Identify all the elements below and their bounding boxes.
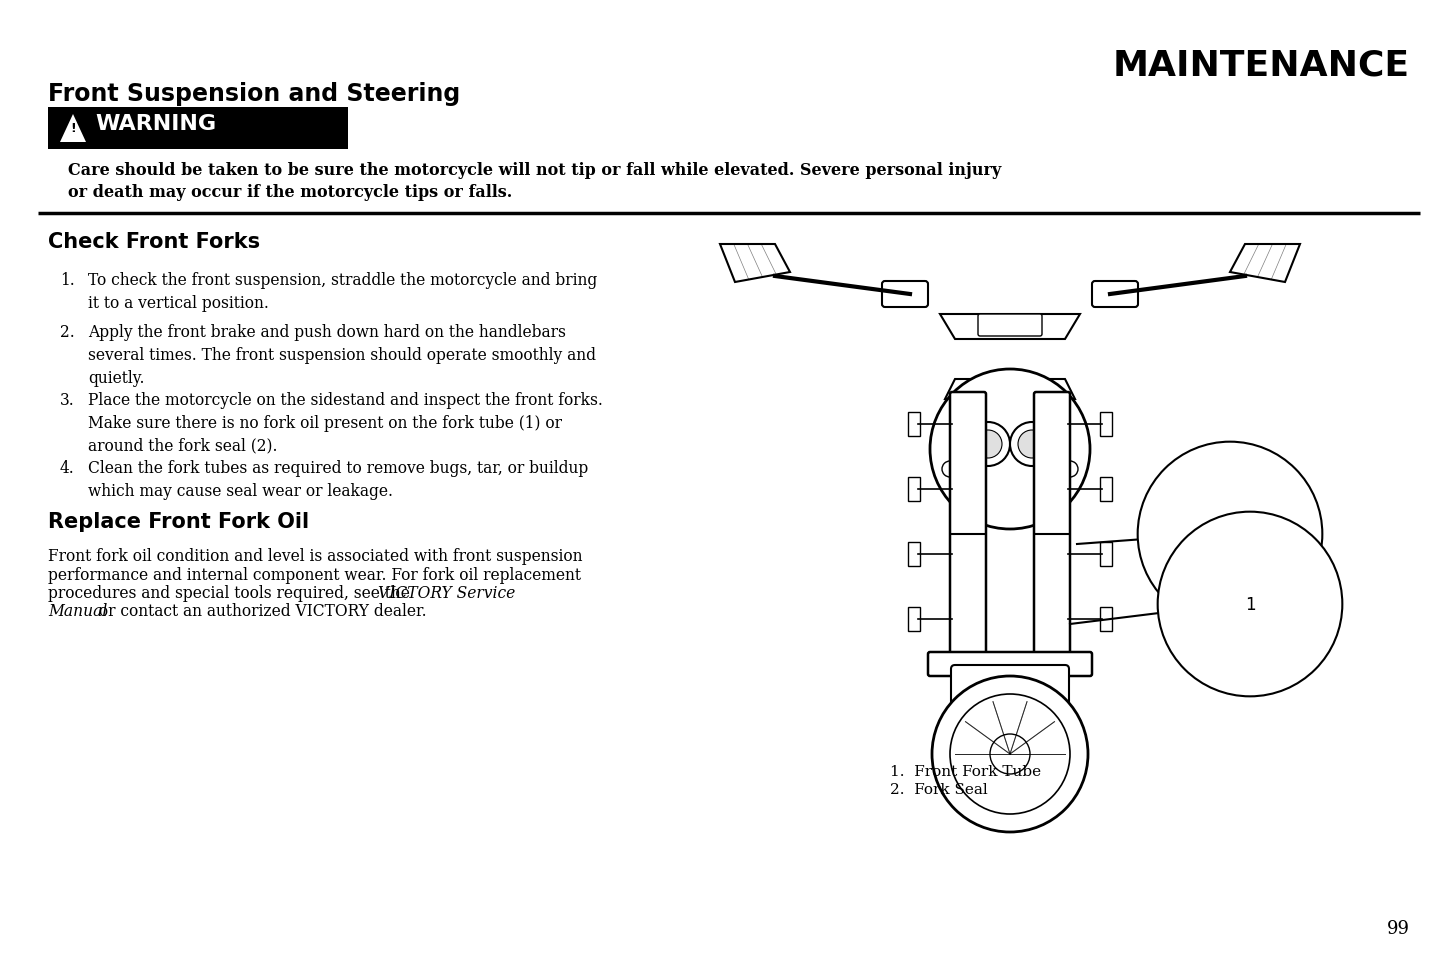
Polygon shape (945, 379, 1075, 399)
Text: Clean the fork tubes as required to remove bugs, tar, or buildup
which may cause: Clean the fork tubes as required to remo… (89, 459, 589, 499)
FancyBboxPatch shape (907, 542, 920, 566)
FancyBboxPatch shape (979, 314, 1043, 336)
Text: VICTORY Service: VICTORY Service (378, 584, 515, 601)
Text: MAINTENANCE: MAINTENANCE (1112, 48, 1410, 82)
Circle shape (1018, 431, 1045, 458)
FancyBboxPatch shape (928, 652, 1092, 677)
FancyBboxPatch shape (907, 607, 920, 631)
Circle shape (965, 422, 1011, 467)
Text: Care should be taken to be sure the motorcycle will not tip or fall while elevat: Care should be taken to be sure the moto… (68, 162, 1002, 201)
Text: Place the motorcycle on the sidestand and inspect the front forks.
Make sure the: Place the motorcycle on the sidestand an… (89, 392, 603, 455)
Text: Manual: Manual (48, 603, 108, 619)
FancyBboxPatch shape (907, 477, 920, 501)
Text: performance and internal component wear. For fork oil replacement: performance and internal component wear.… (48, 566, 582, 583)
FancyBboxPatch shape (1101, 477, 1112, 501)
Polygon shape (720, 245, 790, 283)
Text: !: ! (70, 121, 76, 134)
Circle shape (949, 695, 1070, 814)
Circle shape (931, 370, 1090, 530)
Polygon shape (1230, 245, 1300, 283)
Text: Front Suspension and Steering: Front Suspension and Steering (48, 82, 461, 106)
FancyBboxPatch shape (1101, 413, 1112, 436)
Text: 99: 99 (1387, 919, 1410, 937)
Text: 2.: 2. (60, 324, 74, 340)
Text: Replace Front Fork Oil: Replace Front Fork Oil (48, 512, 310, 532)
FancyBboxPatch shape (48, 108, 348, 150)
FancyBboxPatch shape (907, 413, 920, 436)
Polygon shape (60, 115, 86, 143)
Text: 2.  Fork Seal: 2. Fork Seal (890, 782, 987, 796)
FancyBboxPatch shape (951, 665, 1069, 708)
Text: To check the front suspension, straddle the motorcycle and bring
it to a vertica: To check the front suspension, straddle … (89, 272, 598, 312)
Text: 1: 1 (1245, 596, 1255, 614)
Polygon shape (939, 314, 1080, 339)
FancyBboxPatch shape (1034, 393, 1070, 657)
Circle shape (942, 461, 958, 477)
Text: 1.: 1. (60, 272, 74, 289)
Circle shape (990, 734, 1029, 774)
Circle shape (1011, 422, 1054, 467)
Text: Apply the front brake and push down hard on the handlebars
several times. The fr: Apply the front brake and push down hard… (89, 324, 596, 386)
Text: 4.: 4. (60, 459, 74, 476)
Text: or contact an authorized VICTORY dealer.: or contact an authorized VICTORY dealer. (95, 603, 426, 619)
Text: Check Front Forks: Check Front Forks (48, 232, 260, 252)
FancyBboxPatch shape (1101, 542, 1112, 566)
Text: Front fork oil condition and level is associated with front suspension: Front fork oil condition and level is as… (48, 547, 583, 564)
FancyBboxPatch shape (883, 282, 928, 308)
Circle shape (932, 677, 1088, 832)
FancyBboxPatch shape (1101, 607, 1112, 631)
Text: WARNING: WARNING (95, 113, 217, 133)
Text: 1.  Front Fork Tube: 1. Front Fork Tube (890, 764, 1041, 779)
FancyBboxPatch shape (1092, 282, 1138, 308)
Text: 3.: 3. (60, 392, 74, 409)
Circle shape (974, 431, 1002, 458)
Text: procedures and special tools required, see the: procedures and special tools required, s… (48, 584, 414, 601)
Text: 2: 2 (1224, 525, 1236, 543)
Circle shape (1061, 461, 1077, 477)
FancyBboxPatch shape (949, 393, 986, 657)
